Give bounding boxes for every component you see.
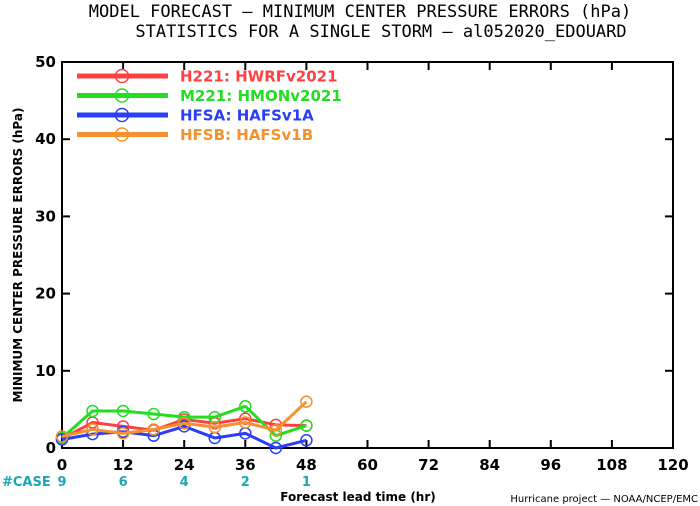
y-tick-label: 10 bbox=[35, 362, 56, 380]
case-count: 2 bbox=[241, 475, 250, 490]
x-axis: 0 12 24 36 48 60 72 84 96 108 120 bbox=[57, 62, 689, 474]
data-point bbox=[300, 419, 313, 432]
data-point bbox=[208, 420, 221, 434]
x-tick-label: 36 bbox=[235, 456, 256, 474]
case-count: 6 bbox=[119, 475, 128, 490]
legend-marker bbox=[114, 107, 130, 123]
legend-label: H221: HWRFv2021 bbox=[180, 68, 338, 86]
case-count: 4 bbox=[180, 475, 189, 490]
series-line bbox=[61, 424, 307, 450]
legend-marker bbox=[114, 68, 130, 84]
data-point bbox=[116, 427, 130, 440]
legend-label: M221: HMONv2021 bbox=[180, 87, 342, 105]
data-point bbox=[177, 420, 191, 433]
data-point bbox=[300, 434, 313, 447]
data-point bbox=[177, 417, 191, 430]
x-tick-label: 72 bbox=[418, 456, 439, 474]
legend-item-hfsa: HFSA: HAFSv1A bbox=[77, 107, 314, 125]
series-line bbox=[61, 417, 307, 441]
case-label: #CASE bbox=[2, 475, 51, 490]
data-point bbox=[55, 433, 69, 446]
y-tick-label: 0 bbox=[46, 439, 56, 457]
y-tick-label: 20 bbox=[35, 285, 56, 303]
legend-marker bbox=[114, 127, 130, 142]
y-tick-label: 30 bbox=[35, 207, 56, 225]
y-axis: 0 10 20 30 40 50 bbox=[35, 53, 673, 457]
data-point bbox=[86, 404, 99, 418]
chart-subtitle: STATISTICS FOR A SINGLE STORM — al052020… bbox=[135, 22, 626, 42]
data-point bbox=[239, 400, 252, 413]
series-layer bbox=[55, 395, 313, 455]
y-tick-label: 40 bbox=[35, 130, 56, 148]
case-counts: 9 6 4 2 1 bbox=[57, 475, 310, 490]
legend-label: HFSA: HAFSv1A bbox=[180, 107, 314, 125]
x-axis-title: Forecast lead time (hr) bbox=[280, 490, 436, 504]
data-point bbox=[116, 404, 130, 418]
data-point bbox=[239, 416, 252, 429]
data-point bbox=[269, 423, 283, 437]
data-point bbox=[86, 423, 99, 436]
case-count: 1 bbox=[302, 475, 311, 490]
x-tick-label: 120 bbox=[657, 456, 688, 474]
data-point bbox=[269, 441, 283, 455]
case-count: 9 bbox=[57, 475, 66, 490]
legend-item-hfsb: HFSB: HAFSv1B bbox=[77, 126, 313, 144]
data-point bbox=[239, 412, 252, 425]
x-tick-label: 48 bbox=[296, 456, 317, 474]
series-hfsb bbox=[55, 395, 313, 443]
chart-title: MODEL FORECAST — MINIMUM CENTER PRESSURE… bbox=[89, 2, 631, 22]
data-point bbox=[300, 395, 313, 408]
data-point bbox=[147, 407, 160, 421]
legend-item-m221: M221: HMONv2021 bbox=[77, 87, 342, 105]
credit-text: Hurricane project — NOAA/NCEP/EMC bbox=[510, 494, 698, 505]
x-tick-label: 60 bbox=[357, 456, 378, 474]
data-point bbox=[208, 410, 221, 424]
series-line bbox=[61, 400, 308, 438]
legend-marker bbox=[114, 88, 130, 103]
data-point bbox=[147, 423, 160, 436]
y-axis-title: MINIMUM CENTER PRESSURE ERRORS (hPa) bbox=[11, 108, 25, 403]
x-tick-label: 0 bbox=[57, 456, 67, 474]
legend-item-h221: H221: HWRFv2021 bbox=[77, 68, 338, 86]
y-tick-label: 50 bbox=[35, 53, 56, 71]
plot-frame bbox=[61, 61, 674, 449]
x-tick-label: 96 bbox=[540, 456, 561, 474]
legend-label: HFSB: HAFSv1B bbox=[180, 126, 313, 144]
data-point bbox=[55, 430, 69, 443]
x-tick-label: 108 bbox=[596, 456, 627, 474]
x-tick-label: 24 bbox=[174, 456, 195, 474]
x-tick-label: 12 bbox=[113, 456, 134, 474]
x-tick-label: 84 bbox=[479, 456, 500, 474]
